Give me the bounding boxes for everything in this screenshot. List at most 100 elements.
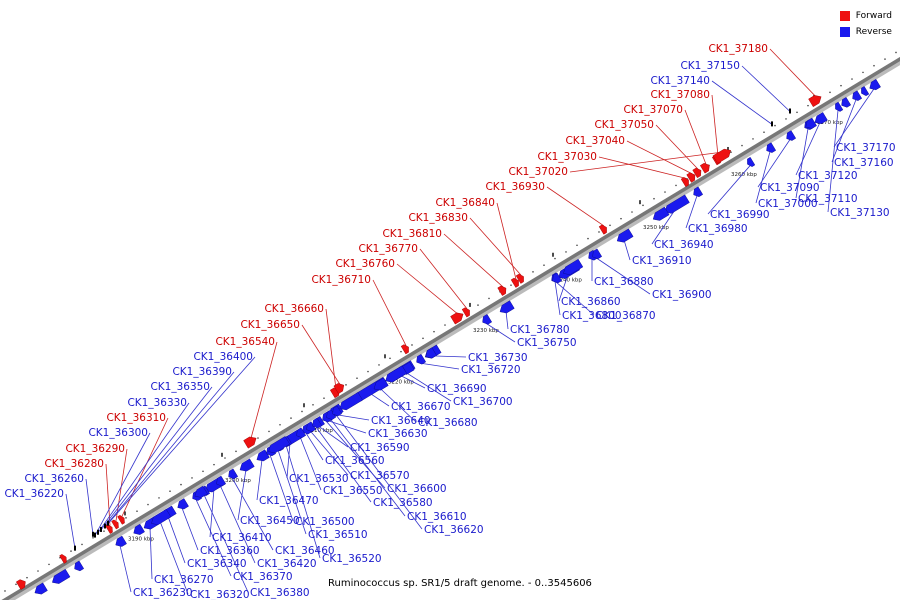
- gene-CK1_37050[interactable]: [692, 166, 704, 179]
- leader-CK1_36810: [443, 233, 504, 288]
- label-CK1_36620: CK1_36620: [424, 524, 484, 536]
- label-CK1_36650: CK1_36650: [240, 319, 300, 331]
- minor-tick: [477, 304, 479, 306]
- leader-CK1_36500: [269, 454, 294, 522]
- gene-extra-5[interactable]: [266, 436, 291, 455]
- minor-tick: [730, 151, 732, 153]
- gene-CK1_37130[interactable]: [833, 101, 844, 113]
- gene-extra-14[interactable]: [15, 578, 28, 590]
- gene-CK1_36230[interactable]: [113, 535, 127, 549]
- gene-CK1_36620[interactable]: [330, 405, 343, 418]
- gene-CK1_36540[interactable]: [243, 434, 259, 449]
- gene-CK1_36570[interactable]: [304, 421, 317, 434]
- gene-CK1_37030[interactable]: [680, 176, 691, 188]
- minor-tick: [356, 377, 358, 380]
- gene-CK1_36770[interactable]: [461, 306, 472, 318]
- minor-tick: [81, 543, 83, 546]
- label-CK1_36660: CK1_36660: [264, 303, 324, 315]
- minor-tick: [103, 530, 105, 532]
- gene-CK1_37140[interactable]: [771, 121, 773, 127]
- gene-CK1_36450[interactable]: [238, 458, 255, 474]
- leader-CK1_36380: [203, 494, 249, 593]
- minor-tick: [752, 138, 754, 140]
- leader-CK1_36570: [309, 430, 349, 476]
- minor-tick: [37, 570, 39, 572]
- gene-CK1_36550[interactable]: [294, 427, 307, 440]
- gene-extra-13[interactable]: [859, 86, 870, 97]
- gene-CK1_36320[interactable]: [149, 508, 172, 527]
- gene-extra-1[interactable]: [50, 568, 71, 586]
- gene-CK1_37090[interactable]: [784, 130, 797, 143]
- gene-CK1_36610[interactable]: [324, 409, 337, 422]
- gene-extra-7[interactable]: [383, 365, 408, 385]
- minor-tick: [345, 384, 347, 386]
- gene-CK1_36650[interactable]: [333, 381, 346, 394]
- minor-tick: [862, 71, 864, 74]
- gene-CK1_37040[interactable]: [686, 171, 698, 183]
- gene-extra-6[interactable]: [337, 392, 363, 412]
- genome-axis: [1, 56, 900, 600]
- gene-extra-3[interactable]: [131, 523, 145, 537]
- gene-CK1_36260[interactable]: [92, 531, 94, 537]
- gene-extra-4[interactable]: [193, 485, 208, 500]
- gene-CK1_36710[interactable]: [400, 343, 411, 355]
- minor-tick: [257, 437, 259, 439]
- gene-CK1_37150[interactable]: [789, 108, 791, 114]
- gene-extra-15[interactable]: [59, 553, 69, 564]
- gene-CK1_37020[interactable]: [712, 146, 733, 164]
- label-CK1_37180: CK1_37180: [708, 43, 768, 55]
- label-CK1_36810: CK1_36810: [382, 228, 442, 240]
- gene-extra-11[interactable]: [803, 117, 817, 131]
- gene-CK1_36400[interactable]: [107, 520, 109, 526]
- leader-CK1_36910: [623, 239, 631, 261]
- gene-CK1_36830[interactable]: [515, 273, 526, 284]
- gene-extra-0[interactable]: [33, 582, 48, 597]
- label-CK1_36290: CK1_36290: [65, 443, 125, 455]
- gene-CK1_37120[interactable]: [813, 112, 828, 126]
- gene-CK1_36910[interactable]: [615, 228, 634, 245]
- gene-extra-12[interactable]: [839, 97, 852, 109]
- gene-CK1_37160[interactable]: [850, 90, 863, 103]
- gene-CK1_37070[interactable]: [699, 161, 712, 174]
- gene-CK1_36470[interactable]: [255, 449, 270, 464]
- gene-CK1_36760[interactable]: [450, 310, 466, 325]
- minor-tick: [279, 423, 281, 426]
- gene-CK1_37170[interactable]: [867, 79, 881, 92]
- gene-CK1_36300[interactable]: [94, 532, 96, 538]
- label-CK1_36400: CK1_36400: [193, 351, 253, 363]
- gene-CK1_36680[interactable]: [372, 377, 389, 393]
- legend-forward-label: Forward: [855, 11, 892, 21]
- minor-tick: [642, 204, 644, 207]
- leader-CK1_37170: [833, 88, 875, 148]
- gene-extra-8[interactable]: [423, 347, 437, 361]
- gene-extra-9[interactable]: [561, 258, 584, 277]
- gene-CK1_36460[interactable]: [226, 468, 239, 481]
- label-CK1_36880: CK1_36880: [594, 276, 654, 288]
- gene-extra-10[interactable]: [651, 206, 670, 223]
- gene-CK1_36390[interactable]: [104, 523, 106, 529]
- gene-CK1_36330[interactable]: [97, 529, 99, 535]
- gene-CK1_36580[interactable]: [310, 417, 323, 430]
- gene-CK1_36360[interactable]: [175, 498, 189, 512]
- gene-CK1_36810[interactable]: [497, 284, 509, 296]
- gene-CK1_36980[interactable]: [691, 186, 704, 199]
- minor-tick: [15, 583, 17, 586]
- gene-extra-2[interactable]: [72, 560, 85, 573]
- gene-CK1_36350[interactable]: [100, 526, 102, 532]
- gene-CK1_36310[interactable]: [117, 514, 127, 525]
- leader-CK1_36280: [105, 463, 111, 526]
- gene-CK1_36990[interactable]: [745, 157, 756, 168]
- gene-CK1_36750[interactable]: [480, 314, 493, 326]
- gene-CK1_36290[interactable]: [111, 519, 121, 530]
- gene-CK1_36220[interactable]: [74, 545, 76, 551]
- leader-CK1_36800: [554, 281, 561, 316]
- gene-CK1_36930[interactable]: [598, 224, 609, 235]
- gene-CK1_36870[interactable]: [550, 272, 563, 285]
- gene-CK1_36720[interactable]: [414, 353, 427, 366]
- gene-CK1_36840[interactable]: [510, 277, 521, 288]
- gene-CK1_36420[interactable]: [214, 475, 227, 488]
- gene-CK1_36780[interactable]: [498, 300, 515, 316]
- gene-CK1_37000[interactable]: [764, 142, 777, 155]
- gene-CK1_37180[interactable]: [808, 93, 824, 108]
- gene-CK1_36900[interactable]: [590, 248, 603, 261]
